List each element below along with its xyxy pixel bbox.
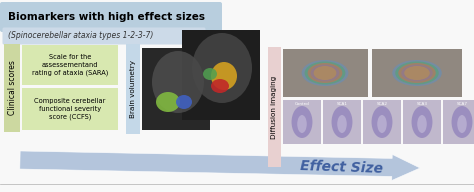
Ellipse shape (331, 106, 353, 138)
Ellipse shape (398, 63, 436, 83)
Bar (22, 45, 118, 85)
Text: (Spinocerebellar ataxia types 1-2-3-7): (Spinocerebellar ataxia types 1-2-3-7) (8, 31, 154, 41)
Ellipse shape (211, 62, 237, 90)
Ellipse shape (314, 66, 337, 80)
Ellipse shape (411, 106, 432, 138)
Bar (283, 49, 368, 97)
Bar (323, 100, 361, 144)
Bar (363, 100, 401, 144)
Text: Composite cerebellar
functional severity
score (CCFS): Composite cerebellar functional severity… (34, 98, 106, 120)
Text: SCA3: SCA3 (417, 102, 428, 106)
FancyArrow shape (20, 151, 420, 180)
Bar (403, 100, 441, 144)
Ellipse shape (301, 60, 348, 86)
FancyBboxPatch shape (0, 2, 222, 32)
Text: SCA1: SCA1 (337, 102, 347, 106)
Text: SCA7: SCA7 (456, 102, 467, 106)
Ellipse shape (310, 65, 339, 81)
Bar (22, 88, 118, 130)
Ellipse shape (156, 92, 180, 112)
Ellipse shape (401, 65, 433, 81)
Ellipse shape (417, 115, 427, 133)
Ellipse shape (377, 115, 387, 133)
Ellipse shape (152, 51, 204, 113)
Ellipse shape (452, 106, 473, 138)
Ellipse shape (192, 33, 252, 103)
Bar (372, 49, 462, 97)
Bar (443, 100, 474, 144)
Ellipse shape (297, 115, 307, 133)
Ellipse shape (372, 106, 392, 138)
Bar (126, 44, 140, 134)
Text: Effect Size: Effect Size (300, 159, 383, 175)
Ellipse shape (176, 95, 192, 109)
Ellipse shape (395, 61, 439, 84)
Bar (268, 47, 281, 167)
Ellipse shape (292, 106, 312, 138)
Text: Scale for the
assessementand
rating of ataxia (SARA): Scale for the assessementand rating of a… (32, 54, 108, 76)
Text: Control: Control (294, 102, 310, 106)
Text: Biomarkers with high effect sizes: Biomarkers with high effect sizes (8, 12, 205, 22)
Text: SCA2: SCA2 (376, 102, 388, 106)
Ellipse shape (305, 61, 346, 84)
Ellipse shape (203, 68, 217, 80)
Ellipse shape (308, 63, 342, 83)
Bar (142, 48, 210, 130)
Bar (283, 100, 321, 144)
Ellipse shape (404, 66, 430, 80)
Text: Brain volumetry: Brain volumetry (130, 60, 136, 118)
Bar (182, 30, 260, 120)
Bar (4, 44, 20, 132)
Ellipse shape (211, 79, 229, 93)
Ellipse shape (337, 115, 347, 133)
FancyBboxPatch shape (2, 27, 206, 45)
Text: Diffusion imaging: Diffusion imaging (271, 75, 277, 139)
Text: Clinical scores: Clinical scores (8, 60, 17, 115)
Ellipse shape (457, 115, 467, 133)
Ellipse shape (392, 60, 442, 86)
